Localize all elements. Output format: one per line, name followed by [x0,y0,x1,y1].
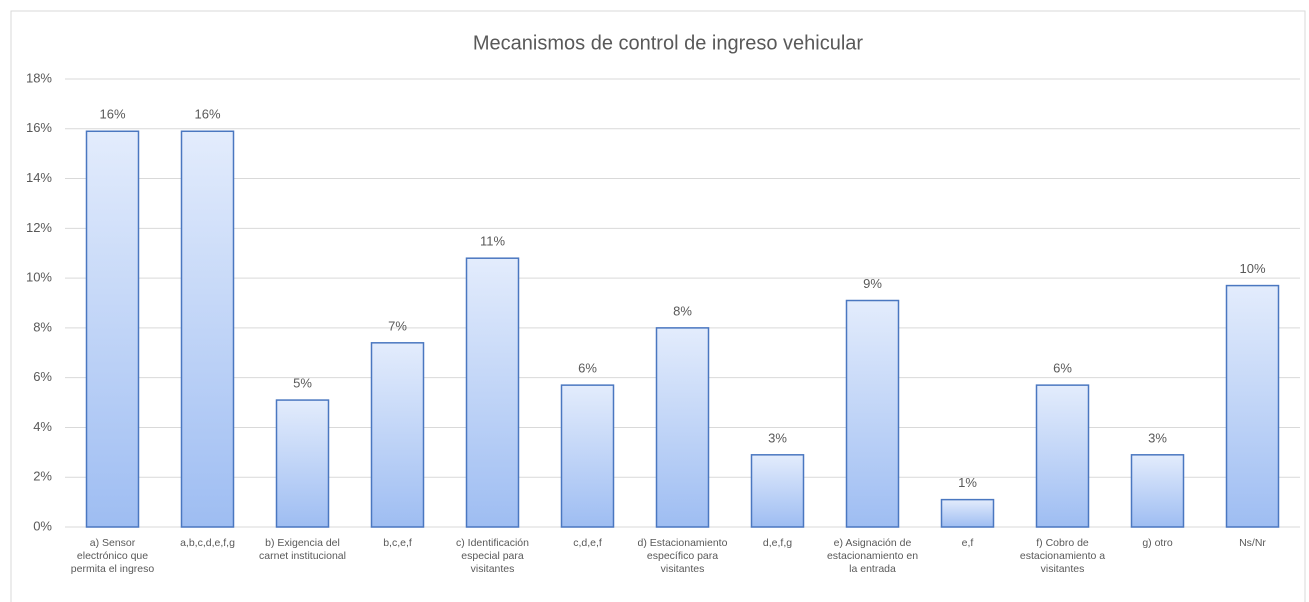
y-tick-label: 18% [26,70,52,85]
bar [845,299,900,528]
x-tick-label: b,c,e,f [383,537,412,549]
x-tick-label: b) Exigencia del carnet institucional [259,537,346,562]
x-tick-label: Ns/Nr [1239,537,1266,549]
data-label: 3% [1148,430,1167,445]
x-tick-label: c,d,e,f [573,537,602,549]
data-label: 8% [673,303,692,318]
x-tick-label: c) Identificación especial para visitant… [456,537,529,575]
y-tick-label: 14% [26,170,52,185]
x-tick-label: f) Cobro de estacionamiento a visitantes [1019,537,1106,575]
data-label: 6% [1053,361,1072,376]
x-tick-label: d,e,f,g [762,537,793,549]
data-label: 5% [293,376,312,391]
bar [275,399,330,528]
bar [370,342,425,528]
bar [560,384,615,528]
x-tick-label: e) Asignación de estacionamiento en la e… [826,537,919,575]
data-label: 16% [194,107,220,122]
y-tick-label: 2% [33,469,52,484]
y-tick-label: 10% [26,270,52,285]
x-tick-label: a,b,c,d,e,f,g [180,537,235,549]
bar [1130,454,1185,528]
bar [85,130,140,528]
bar [1225,284,1280,528]
bar [750,454,805,528]
x-tick-label: a) Sensor electrónico que permita el ing… [70,537,155,575]
data-label: 1% [958,475,977,490]
y-tick-label: 16% [26,120,52,135]
y-tick-label: 4% [33,419,52,434]
bar [940,498,995,528]
data-label: 7% [388,318,407,333]
chart-title: Mecanismos de control de ingreso vehicul… [473,32,864,54]
y-tick-label: 6% [33,369,52,384]
x-tick-label: g) otro [1142,537,1173,549]
y-tick-label: 8% [33,319,52,334]
bar [655,327,710,528]
data-label: 3% [768,430,787,445]
data-label: 6% [578,361,597,376]
data-label: 10% [1239,261,1265,276]
y-tick-label: 12% [26,220,52,235]
y-tick-label: 0% [33,518,52,533]
data-label: 9% [863,276,882,291]
bar [465,257,520,528]
data-label: 16% [99,107,125,122]
x-tick-label: d) Estacionamiento específico para visit… [637,537,728,575]
bar [180,130,235,528]
bar [1035,384,1090,528]
x-tick-label: e,f [961,537,974,549]
data-label: 11% [480,234,505,249]
